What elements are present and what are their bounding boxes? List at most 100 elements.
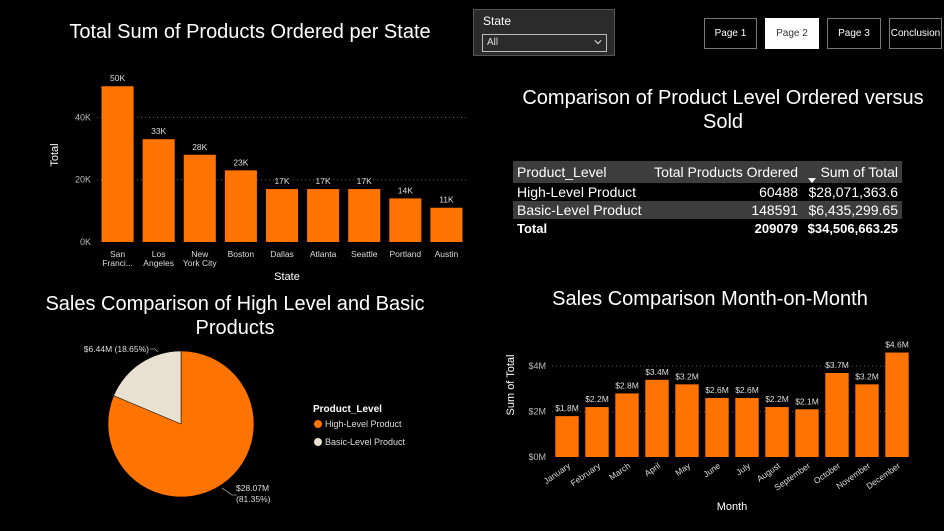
table-cell: $28,071,363.6 bbox=[802, 183, 902, 201]
y-tick-label: $2M bbox=[528, 407, 546, 417]
bar bbox=[183, 154, 216, 242]
bar-data-label: $3.7M bbox=[825, 360, 849, 370]
bar-data-label: $1.8M bbox=[555, 403, 579, 413]
bar bbox=[885, 352, 909, 457]
x-tick-label: New York City bbox=[183, 249, 217, 268]
table-row: Basic-Level Product 148591 $6,435,299.65 bbox=[513, 201, 902, 219]
column-header-product-level[interactable]: Product_Level bbox=[513, 161, 648, 183]
table-total-ordered: 209079 bbox=[754, 220, 799, 236]
bar bbox=[307, 189, 340, 242]
x-tick-label: Boston bbox=[228, 249, 255, 259]
bar-data-label: $2.6M bbox=[735, 385, 759, 395]
x-tick-label: July bbox=[734, 460, 753, 477]
x-tick-label: San Franci... bbox=[102, 249, 133, 268]
bar bbox=[675, 384, 699, 457]
chevron-down-icon bbox=[594, 40, 602, 45]
x-tick-label: March bbox=[607, 460, 632, 482]
comparison-table-title: Comparison of Product Level Ordered vers… bbox=[522, 87, 924, 133]
y-tick-label: $4M bbox=[528, 361, 546, 371]
comparison-table: Product_Level Total Products Ordered Sum… bbox=[513, 161, 902, 237]
nav-page-3-button[interactable]: Page 3 bbox=[827, 18, 881, 49]
bar-data-label: $2.2M bbox=[585, 394, 609, 404]
y-tick-label: 40K bbox=[75, 112, 91, 122]
bar bbox=[265, 189, 299, 242]
bar-data-label: 17K bbox=[357, 176, 372, 186]
sort-descending-icon bbox=[808, 178, 816, 183]
bar-data-label: $2.2M bbox=[765, 394, 789, 404]
x-tick-label: May bbox=[673, 460, 693, 478]
x-tick-label: Portland bbox=[389, 249, 421, 259]
bar bbox=[585, 407, 609, 457]
table-cell: $6,435,299.65 bbox=[802, 201, 902, 219]
bar-data-label: $2.8M bbox=[615, 380, 639, 390]
bar bbox=[389, 198, 422, 242]
column-header-total-products-ordered[interactable]: Total Products Ordered bbox=[647, 161, 803, 183]
y-tick-label: $0M bbox=[528, 452, 546, 462]
bar-data-label: 50K bbox=[110, 73, 125, 83]
table-cell: 60488 bbox=[647, 183, 803, 201]
bar bbox=[825, 372, 849, 457]
nav-page-1-button[interactable]: Page 1 bbox=[704, 18, 757, 49]
legend-entry: High-Level Product bbox=[325, 419, 402, 429]
table-total-sum: $34,506,663.25 bbox=[807, 220, 898, 236]
y-axis-title: Sum of Total bbox=[505, 355, 517, 416]
pie-leader-line bbox=[150, 348, 159, 353]
bar bbox=[615, 393, 639, 457]
legend-marker bbox=[314, 438, 322, 446]
bar bbox=[765, 407, 789, 457]
state-chart-title: Total Sum of Products Ordered per State bbox=[69, 21, 431, 43]
bar bbox=[555, 416, 579, 457]
bar bbox=[705, 397, 729, 457]
table-cell: High-Level Product bbox=[513, 183, 648, 201]
legend-entry: Basic-Level Product bbox=[325, 437, 406, 447]
pie-leader-line bbox=[221, 487, 237, 496]
x-axis-title: Month bbox=[717, 501, 748, 513]
bar bbox=[855, 384, 879, 457]
bar-data-label: $2.1M bbox=[795, 396, 819, 406]
bar-data-label: $2.6M bbox=[705, 385, 729, 395]
state-slicer[interactable]: State All bbox=[473, 9, 615, 56]
x-tick-label: Seattle bbox=[351, 249, 378, 259]
x-tick-label: February bbox=[569, 460, 603, 488]
bar-data-label: $3.2M bbox=[675, 371, 699, 381]
pie-data-label: $28.07M (81.35%) bbox=[236, 483, 271, 504]
y-tick-label: 0K bbox=[80, 237, 91, 247]
x-tick-label: Atlanta bbox=[310, 249, 337, 259]
x-tick-label: Los Angeles bbox=[143, 249, 174, 268]
bar-data-label: 23K bbox=[233, 157, 248, 167]
legend-marker bbox=[314, 420, 322, 428]
column-header-sum-of-total[interactable]: Sum of Total bbox=[802, 161, 902, 183]
state-dropdown-value: All bbox=[487, 37, 499, 48]
bar-data-label: 17K bbox=[274, 176, 289, 186]
bar-data-label: $3.2M bbox=[855, 371, 879, 381]
bar bbox=[735, 397, 759, 457]
bar-data-label: 17K bbox=[316, 176, 331, 186]
bar bbox=[224, 170, 257, 242]
pie-slice bbox=[107, 350, 255, 498]
nav-conclusion-button[interactable]: Conclusion bbox=[889, 18, 942, 49]
x-axis-title: State bbox=[274, 271, 300, 283]
state-slicer-label: State bbox=[483, 14, 512, 28]
bar bbox=[430, 207, 463, 242]
nav-page-2-button[interactable]: Page 2 bbox=[765, 18, 819, 49]
pie-legend-title: Product_Level bbox=[313, 404, 382, 415]
bar-data-label: 14K bbox=[398, 185, 413, 195]
bar-data-label: 28K bbox=[192, 142, 207, 152]
table-cell: Basic-Level Product bbox=[513, 201, 648, 219]
bar-data-label: 33K bbox=[151, 126, 166, 136]
pie-data-label: $6.44M (18.65%) bbox=[84, 344, 149, 354]
bar-data-label: $4.6M bbox=[885, 340, 909, 350]
x-tick-label: December bbox=[864, 460, 902, 491]
bar bbox=[348, 189, 381, 242]
month-chart-title: Sales Comparison Month-on-Month bbox=[552, 288, 868, 310]
bar bbox=[142, 139, 175, 242]
table-total-row: Total 209079 $34,506,663.25 bbox=[513, 219, 902, 237]
bar-data-label: $3.4M bbox=[645, 367, 669, 377]
table-row: High-Level Product 60488 $28,071,363.6 bbox=[513, 183, 902, 201]
state-dropdown[interactable]: All bbox=[482, 34, 607, 52]
bar bbox=[645, 379, 669, 457]
bar-data-label: 11K bbox=[439, 195, 454, 205]
x-tick-label: April bbox=[642, 460, 662, 478]
table-total-label: Total bbox=[517, 220, 548, 236]
x-tick-label: Dallas bbox=[270, 249, 294, 259]
